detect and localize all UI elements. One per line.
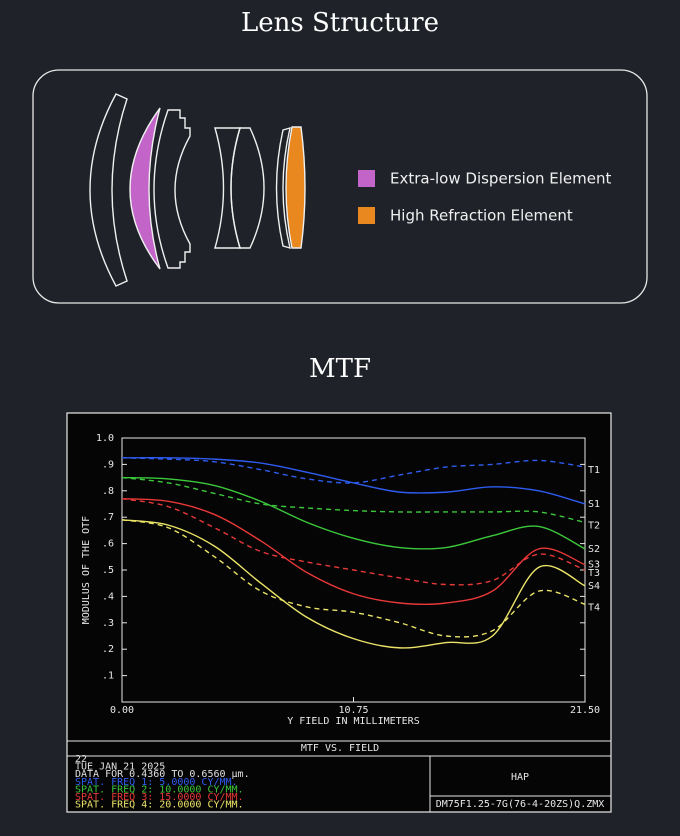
series-label: S1 — [588, 499, 600, 510]
y-tick-label: 1.0 — [96, 433, 114, 444]
x-tick-label: 0.00 — [110, 705, 134, 716]
footer-line: SPAT. FREQ 1: 5.0000 CY/MM. — [75, 777, 238, 788]
legend-label: Extra-low Dispersion Element — [390, 170, 611, 188]
footer-line: 22 — [75, 754, 87, 765]
mtf-curve — [121, 519, 586, 638]
mtf-curve — [121, 476, 586, 550]
y-tick-label: .5 — [102, 565, 114, 576]
legend-swatch — [358, 170, 375, 187]
lens-panel — [32, 69, 648, 304]
series-label: T4 — [588, 602, 600, 613]
mtf-curve — [121, 519, 586, 649]
lens-diagram — [89, 93, 306, 287]
lens-element — [89, 93, 128, 287]
y-tick-label: .9 — [102, 459, 114, 470]
y-tick-label: .7 — [102, 512, 114, 523]
y-tick-label: .3 — [102, 618, 114, 629]
legend-label: High Refraction Element — [390, 207, 573, 225]
chart-title: MTF VS. FIELD — [301, 743, 379, 754]
x-tick-label: 10.75 — [338, 705, 368, 716]
series-label: S4 — [588, 581, 600, 592]
footer-line: DATA FOR 0.4360 TO 0.6560 µm. — [75, 769, 250, 780]
series-label: T3 — [588, 568, 600, 579]
y-tick-label: .2 — [102, 644, 114, 655]
legend: Extra-low Dispersion Element High Refract… — [358, 170, 611, 225]
file-name: DM75F1.25-7G(76-4-20ZS)Q.ZMX — [436, 799, 605, 810]
y-tick-label: .8 — [102, 486, 114, 497]
mtf-curve — [121, 457, 586, 505]
mtf-curve — [121, 498, 586, 586]
mtf-curve — [121, 498, 586, 606]
series-label: T1 — [588, 465, 600, 476]
x-tick-label: 21.50 — [570, 705, 600, 716]
series-label: T2 — [588, 520, 600, 531]
lens-element — [153, 109, 191, 269]
y-tick-label: .6 — [102, 539, 114, 550]
lens-element-hr — [285, 126, 306, 249]
footer-line: TUE JAN 21 2025 — [75, 762, 165, 773]
mtf-chart: .1 .2 .3 .4 .5 .6 .7 .8 .9 1.0 0.00 10.75 21.50 Y FIE… — [75, 433, 600, 811]
footer-line: SPAT. FREQ 2: 10.0000 CY/MM. — [75, 784, 244, 795]
lens-element-ed — [129, 107, 161, 270]
series-label: S2 — [588, 544, 600, 555]
footer-line: SPAT. FREQ 3: 15.0000 CY/MM. — [75, 792, 244, 803]
footer-line: SPAT. FREQ 4: 20.0000 CY/MM. — [75, 800, 244, 811]
series-label: S3 — [588, 560, 600, 571]
lens-element — [275, 127, 291, 249]
section-title: Lens Structure — [241, 8, 439, 38]
section-title: MTF — [309, 354, 371, 384]
y-tick-label: .4 — [102, 591, 114, 602]
company: HAP — [511, 772, 529, 783]
y-axis-label: MODULUS OF THE OTF — [81, 516, 92, 624]
mtf-curve — [121, 476, 586, 524]
lens-element — [230, 127, 265, 249]
legend-swatch — [358, 207, 375, 224]
x-axis-label: Y FIELD IN MILLIMETERS — [287, 716, 419, 727]
mtf-curve — [121, 457, 586, 484]
y-tick-label: .1 — [102, 671, 114, 682]
